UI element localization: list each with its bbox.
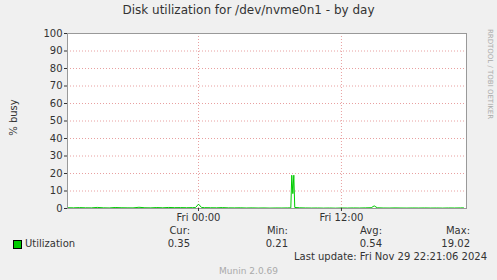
html-text:0.54: 0.54 bbox=[359, 238, 382, 249]
html-text:0.35: 0.35 bbox=[167, 238, 190, 249]
html-text:Disk utilization for /dev/nvme: Disk utilization for /dev/nvme0n1 - by d… bbox=[122, 3, 375, 17]
html-text:Min:: Min: bbox=[266, 225, 288, 236]
html-text:Avg:: Avg: bbox=[360, 225, 382, 236]
svg-text:10: 10 bbox=[50, 185, 63, 196]
html-text:19.02: 19.02 bbox=[441, 238, 470, 249]
svg-text:50: 50 bbox=[50, 115, 63, 126]
html-text:Cur:: Cur: bbox=[169, 225, 190, 236]
svg-text:30: 30 bbox=[50, 150, 63, 161]
html-text:Munin 2.0.69: Munin 2.0.69 bbox=[219, 266, 278, 276]
svg-text:100: 100 bbox=[43, 28, 62, 39]
svg-text:70: 70 bbox=[50, 80, 63, 91]
svg-text:40: 40 bbox=[50, 133, 63, 144]
svg-text:60: 60 bbox=[50, 98, 63, 109]
svg-text:Fri 00:00: Fri 00:00 bbox=[177, 212, 221, 223]
html-text:0.21: 0.21 bbox=[265, 238, 288, 249]
html-text:Utilization: Utilization bbox=[25, 238, 76, 249]
svg-text:Fri 12:00: Fri 12:00 bbox=[319, 212, 363, 223]
svg-text:80: 80 bbox=[50, 63, 63, 74]
svg-text:20: 20 bbox=[50, 168, 63, 179]
html-text:Max:: Max: bbox=[446, 225, 470, 236]
html-text:% busy: % busy bbox=[7, 99, 19, 136]
svg-text:0: 0 bbox=[56, 203, 62, 214]
html-text:Last update: Fri Nov 29 22:21:: Last update: Fri Nov 29 22:21:06 2024 bbox=[294, 251, 487, 262]
svg-text:90: 90 bbox=[50, 45, 63, 56]
html-text:RRDTOOL / TOBI OETIKER: RRDTOOL / TOBI OETIKER bbox=[486, 28, 494, 120]
